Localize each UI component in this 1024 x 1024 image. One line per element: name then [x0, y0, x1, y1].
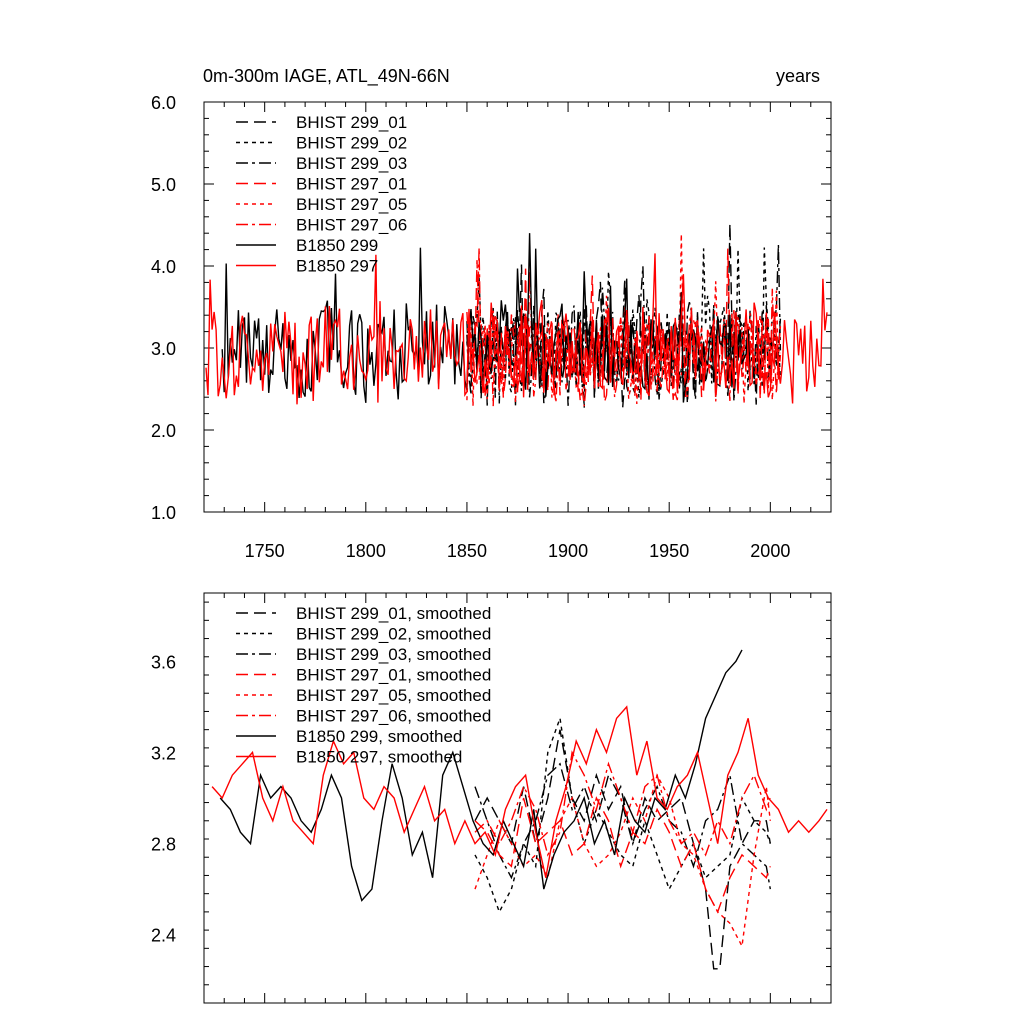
series-line-raw-7: [205, 253, 828, 405]
y-tick-label: 1.0: [151, 503, 176, 523]
series-line-smoothed-2: [474, 762, 771, 890]
y-tick-label: 3.6: [151, 652, 176, 672]
legend-label: BHIST 299_01, smoothed: [296, 604, 491, 623]
x-tick-label: 1950: [649, 541, 689, 561]
series-line-smoothed-6: [219, 649, 743, 902]
legend-label: B1850 297, smoothed: [296, 748, 462, 767]
legend-label: BHIST 297_05, smoothed: [296, 686, 491, 705]
x-tick-label: 1850: [447, 541, 487, 561]
series-line-smoothed-3: [474, 796, 771, 914]
bottom-legend: BHIST 299_01, smoothed BHIST 299_02, smoo…: [236, 604, 491, 767]
top-plot-frame: [203, 101, 832, 513]
legend-label: BHIST 297_06: [296, 216, 407, 235]
top-title-left: 0m-300m IAGE, ATL_49N-66N: [203, 66, 450, 87]
y-tick-label: 3.2: [151, 743, 176, 763]
x-tick-label: 1900: [548, 541, 588, 561]
legend-label: BHIST 299_01: [296, 113, 407, 132]
panel-top: 0m-300m IAGE, ATL_49N-66N years 1750 1800…: [151, 66, 832, 561]
y-tick-label: 2.4: [151, 926, 176, 946]
legend-label: BHIST 299_02: [296, 134, 407, 153]
series-line-smoothed-0: [474, 729, 771, 970]
legend-label: B1850 297: [296, 257, 378, 276]
legend-label: B1850 299: [296, 236, 378, 255]
legend-label: BHIST 297_01: [296, 175, 407, 194]
x-tick-label: 2000: [750, 541, 790, 561]
series-line-raw-3: [466, 248, 782, 403]
y-tick-label: 5.0: [151, 175, 176, 195]
y-tick-label: 6.0: [151, 93, 176, 113]
y-tick-label: 4.0: [151, 257, 176, 277]
series-line-smoothed-7: [211, 705, 828, 878]
y-tick-label: 2.0: [151, 421, 176, 441]
series-line-raw-4: [466, 233, 782, 407]
series-line-smoothed-5: [474, 750, 771, 857]
y-tick-label: 2.8: [151, 835, 176, 855]
panel-bottom: 2.42.83.23.6 BHIST 299_01, smoothedBHIST…: [151, 592, 832, 1004]
legend-label: BHIST 297_06, smoothed: [296, 707, 491, 726]
bottom-plot-frame: [203, 592, 832, 1004]
legend-label: BHIST 299_03: [296, 154, 407, 173]
legend-label: BHIST 297_01, smoothed: [296, 666, 491, 685]
legend-label: B1850 299, smoothed: [296, 727, 462, 746]
x-tick-label: 1800: [346, 541, 386, 561]
legend-label: BHIST 297_05: [296, 195, 407, 214]
series-line-raw-2: [466, 244, 782, 406]
legend-label: BHIST 299_03, smoothed: [296, 645, 491, 664]
series-line-raw-6: [221, 233, 751, 403]
legend-label: BHIST 299_02, smoothed: [296, 625, 491, 644]
series-line-smoothed-1: [474, 718, 771, 914]
y-tick-label: 3.0: [151, 339, 176, 359]
top-title-right: years: [776, 66, 820, 86]
x-tick-label: 1750: [245, 541, 285, 561]
